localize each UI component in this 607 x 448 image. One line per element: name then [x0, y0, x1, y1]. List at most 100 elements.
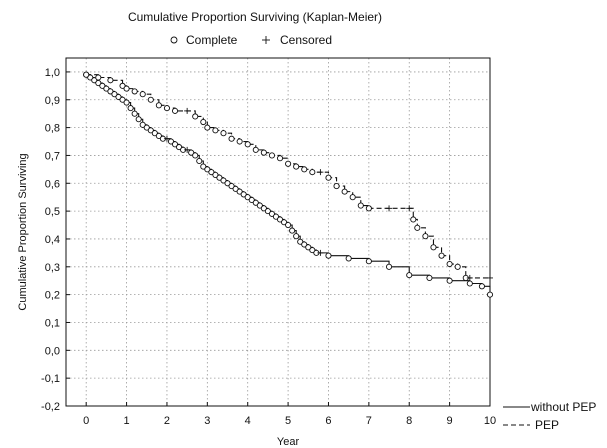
complete-marker	[446, 277, 453, 284]
complete-marker	[357, 202, 364, 209]
complete-marker	[260, 149, 267, 156]
complete-marker	[301, 166, 308, 173]
complete-marker	[131, 88, 138, 95]
complete-marker	[200, 118, 207, 126]
legend-complete-label: Complete	[186, 33, 238, 47]
complete-marker	[325, 252, 332, 259]
complete-marker	[220, 177, 227, 184]
complete-marker	[228, 135, 235, 142]
x-tick-label: 6	[325, 415, 331, 427]
complete-marker	[349, 194, 356, 201]
complete-marker	[240, 191, 247, 198]
series-without-pep-curve	[86, 74, 491, 295]
complete-marker	[309, 247, 316, 254]
complete-marker	[200, 163, 207, 170]
complete-marker	[422, 233, 429, 240]
complete-marker	[228, 183, 235, 190]
complete-marker	[216, 174, 223, 181]
complete-marker	[236, 188, 243, 195]
complete-marker	[293, 163, 300, 170]
x-tick-label: 4	[245, 415, 251, 427]
complete-marker	[289, 227, 296, 234]
complete-marker	[155, 132, 162, 140]
complete-marker	[486, 291, 494, 298]
y-tick-label: 0,6	[45, 178, 60, 190]
complete-marker	[167, 138, 175, 145]
x-axis-label: Year	[277, 436, 300, 448]
complete-marker	[176, 144, 183, 151]
complete-marker	[276, 216, 284, 223]
complete-marker	[345, 255, 352, 262]
x-tick-label: 2	[164, 415, 170, 427]
x-tick-label: 10	[484, 415, 496, 427]
x-tick-label: 9	[447, 415, 453, 427]
y-tick-label: 0,0	[45, 345, 60, 357]
complete-marker	[196, 157, 203, 165]
complete-marker	[305, 244, 312, 251]
complete-marker	[103, 85, 110, 92]
complete-marker	[212, 127, 219, 134]
complete-marker	[131, 110, 138, 117]
complete-marker	[426, 274, 433, 281]
complete-marker	[155, 102, 162, 109]
complete-marker	[252, 199, 259, 206]
legend-without-pep-label: without PEP	[530, 400, 596, 414]
complete-marker	[293, 233, 300, 240]
complete-marker	[252, 146, 259, 153]
legend-lines: without PEP PEP	[503, 400, 596, 432]
complete-marker	[107, 88, 114, 95]
complete-marker	[309, 169, 316, 176]
complete-marker	[127, 105, 134, 112]
complete-marker	[171, 141, 179, 148]
complete-marker	[135, 116, 142, 123]
y-tick-label: 0,9	[45, 95, 60, 107]
complete-marker	[385, 263, 393, 270]
complete-marker	[95, 74, 102, 81]
complete-marker	[236, 138, 243, 145]
complete-marker	[151, 130, 158, 137]
y-tick-label: 0,3	[45, 262, 60, 274]
complete-marker	[208, 169, 215, 176]
complete-marker	[123, 85, 130, 92]
complete-marker	[285, 221, 292, 229]
complete-marker	[285, 160, 292, 167]
complete-marker	[220, 130, 227, 137]
tick-layer: 0 1 2 3 4 5 6 7 8 9 10 1,0 0,9 0,8 0,7 0,6 0,5 0,4 0,3 0,2 0…	[41, 57, 496, 427]
complete-marker	[204, 166, 211, 173]
legend-complete-marker	[170, 36, 178, 44]
complete-marker	[430, 244, 437, 251]
complete-marker	[204, 124, 211, 131]
complete-marker	[260, 205, 267, 212]
complete-marker	[107, 77, 114, 84]
complete-marker	[99, 82, 106, 89]
complete-marker	[119, 82, 126, 89]
complete-marker	[248, 196, 255, 204]
complete-marker	[438, 252, 445, 259]
complete-marker	[268, 152, 275, 159]
complete-marker	[224, 180, 231, 187]
complete-marker	[333, 183, 340, 190]
x-tick-label: 5	[285, 415, 291, 427]
y-tick-label: 0,1	[45, 317, 60, 329]
complete-marker	[365, 258, 372, 265]
complete-marker	[171, 107, 179, 114]
x-tick-label: 0	[83, 415, 89, 427]
y-tick-label: 0,8	[45, 123, 60, 135]
complete-marker	[147, 127, 154, 134]
y-tick-label: 0,7	[45, 150, 60, 162]
complete-marker	[163, 105, 171, 112]
complete-marker	[143, 124, 150, 131]
complete-marker	[111, 91, 118, 98]
complete-marker	[301, 241, 308, 248]
complete-marker	[264, 208, 271, 215]
x-tick-label: 1	[124, 415, 130, 427]
complete-marker	[91, 77, 98, 84]
complete-marker	[276, 155, 284, 162]
complete-marker	[119, 96, 126, 103]
complete-marker	[244, 194, 251, 201]
complete-marker	[325, 174, 332, 181]
y-tick-label: -0,1	[41, 373, 60, 385]
y-tick-label: -0,2	[41, 401, 60, 413]
